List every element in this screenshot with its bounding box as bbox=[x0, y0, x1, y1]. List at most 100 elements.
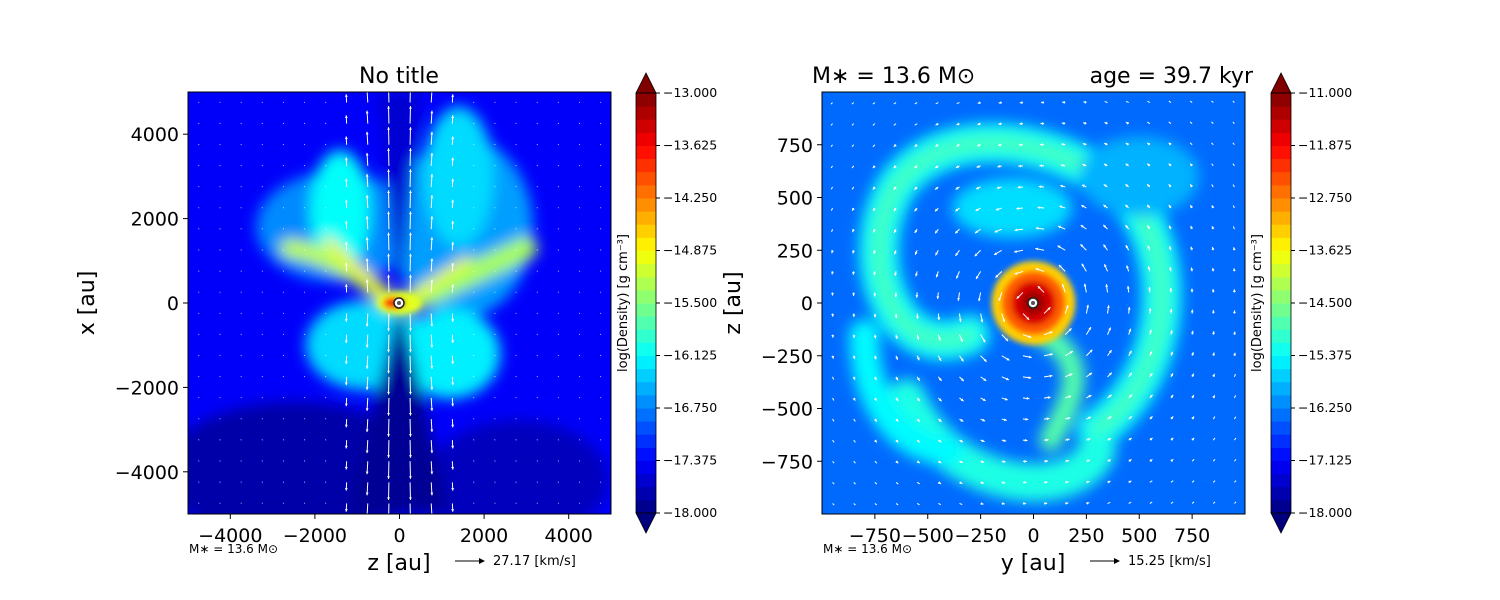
velocity-vector bbox=[240, 270, 242, 272]
velocity-vector-head bbox=[430, 279, 434, 283]
velocity-vector-head bbox=[1191, 416, 1195, 420]
velocity-vector bbox=[1170, 480, 1174, 483]
velocity-vector-head bbox=[977, 298, 981, 302]
velocity-vector-head bbox=[996, 186, 1000, 190]
velocity-vector bbox=[536, 164, 538, 167]
velocity-vector-head bbox=[1125, 163, 1129, 167]
velocity-vector-head bbox=[1170, 394, 1174, 398]
left-sink-marker bbox=[393, 297, 405, 309]
right-title-age: age = 39.7 kyr bbox=[1090, 64, 1254, 89]
velocity-vector bbox=[600, 333, 602, 336]
velocity-vector bbox=[494, 460, 496, 462]
velocity-vector-head bbox=[451, 199, 455, 203]
velocity-vector bbox=[261, 291, 263, 293]
velocity-vector bbox=[198, 249, 200, 251]
velocity-vector-head bbox=[1087, 438, 1091, 441]
velocity-vector-head bbox=[408, 105, 412, 109]
velocity-vector bbox=[240, 101, 242, 103]
colorbar-tick-label: −16.250 bbox=[1298, 400, 1352, 415]
velocity-vector-head bbox=[1018, 143, 1022, 147]
colorbar-band bbox=[1271, 171, 1291, 186]
velocity-vector-head bbox=[1108, 438, 1112, 441]
x-tick-label: −4000 bbox=[198, 525, 262, 547]
velocity-vector-head bbox=[894, 229, 897, 233]
velocity-vector-head bbox=[1170, 437, 1174, 441]
velocity-vector-head bbox=[935, 252, 939, 256]
velocity-vector-head bbox=[1039, 164, 1043, 168]
velocity-vector-head bbox=[1050, 353, 1053, 356]
velocity-vector bbox=[515, 333, 517, 336]
velocity-vector bbox=[557, 270, 559, 272]
velocity-vector-head bbox=[1003, 439, 1007, 442]
colorbar-band bbox=[636, 289, 656, 304]
outflow-cavity bbox=[348, 303, 451, 514]
colorbar-tick-label: −12.750 bbox=[1298, 190, 1352, 205]
velocity-vector bbox=[240, 460, 242, 462]
velocity-vector bbox=[578, 143, 581, 146]
velocity-vector bbox=[1234, 480, 1237, 483]
velocity-vector bbox=[219, 270, 221, 272]
velocity-vector-head bbox=[1128, 480, 1132, 484]
x-tick-label: 2000 bbox=[460, 525, 508, 547]
velocity-vector bbox=[282, 270, 285, 272]
velocity-vector bbox=[494, 375, 496, 378]
velocity-vector-head bbox=[1105, 284, 1109, 287]
right-colorbar-ticks: −11.000 −11.875 −12.750 −13.625 −14.500 −15.3… bbox=[1291, 85, 1352, 520]
velocity-vector bbox=[282, 122, 285, 125]
velocity-vector-head bbox=[936, 296, 940, 300]
velocity-vector bbox=[557, 143, 559, 146]
velocity-vector-head bbox=[1190, 246, 1194, 250]
velocity-vector-head bbox=[1005, 338, 1009, 341]
velocity-vector-head bbox=[409, 518, 412, 521]
velocity-vector bbox=[261, 101, 263, 103]
velocity-vector bbox=[578, 122, 581, 125]
velocity-vector-head bbox=[976, 165, 980, 168]
velocity-vector bbox=[914, 102, 918, 105]
velocity-vector bbox=[325, 312, 327, 314]
velocity-vector bbox=[600, 418, 602, 420]
velocity-vector bbox=[830, 102, 833, 105]
velocity-vector-head bbox=[451, 220, 455, 224]
velocity-vector bbox=[1212, 416, 1216, 420]
velocity-vector-head bbox=[451, 263, 455, 266]
velocity-vector-head bbox=[387, 253, 391, 257]
velocity-vector bbox=[494, 397, 496, 399]
colorbar-band bbox=[1271, 329, 1291, 343]
velocity-vector bbox=[536, 228, 538, 230]
velocity-vector-head bbox=[1040, 122, 1044, 126]
density-blob bbox=[1079, 136, 1200, 217]
velocity-vector bbox=[219, 418, 221, 420]
velocity-vector bbox=[325, 122, 327, 125]
velocity-vector-head bbox=[874, 439, 877, 443]
velocity-vector bbox=[303, 249, 306, 251]
velocity-vector bbox=[240, 228, 242, 230]
velocity-vector bbox=[600, 481, 602, 483]
colorbar-tick-label: −13.000 bbox=[663, 85, 717, 100]
velocity-vector bbox=[600, 460, 602, 462]
velocity-vector bbox=[578, 354, 581, 357]
velocity-vector bbox=[325, 143, 327, 146]
velocity-vector-head bbox=[1211, 205, 1215, 209]
velocity-vector bbox=[473, 228, 475, 230]
velocity-vector-head bbox=[365, 173, 369, 177]
velocity-vector-head bbox=[1125, 245, 1129, 249]
velocity-vector-head bbox=[895, 460, 899, 464]
x-tick-label: −500 bbox=[902, 525, 954, 547]
velocity-vector bbox=[240, 397, 242, 399]
velocity-vector-head bbox=[873, 272, 877, 276]
y-tick-label: −250 bbox=[761, 346, 813, 368]
velocity-vector bbox=[494, 502, 496, 504]
left-panel: No title −4000 −2000 0 2000 4000 −4000 −2000 0… bbox=[75, 64, 717, 576]
velocity-vector bbox=[219, 249, 221, 251]
velocity-vector bbox=[219, 333, 221, 336]
velocity-vector-head bbox=[451, 424, 455, 428]
velocity-vector bbox=[282, 186, 285, 188]
velocity-vector-head bbox=[995, 207, 999, 211]
colorbar-band bbox=[1271, 132, 1291, 146]
velocity-vector-head bbox=[344, 509, 348, 512]
velocity-vector bbox=[198, 375, 200, 378]
velocity-vector bbox=[303, 502, 306, 504]
velocity-vector-head bbox=[893, 186, 897, 190]
velocity-vector-head bbox=[894, 315, 898, 319]
velocity-vector bbox=[303, 354, 306, 357]
